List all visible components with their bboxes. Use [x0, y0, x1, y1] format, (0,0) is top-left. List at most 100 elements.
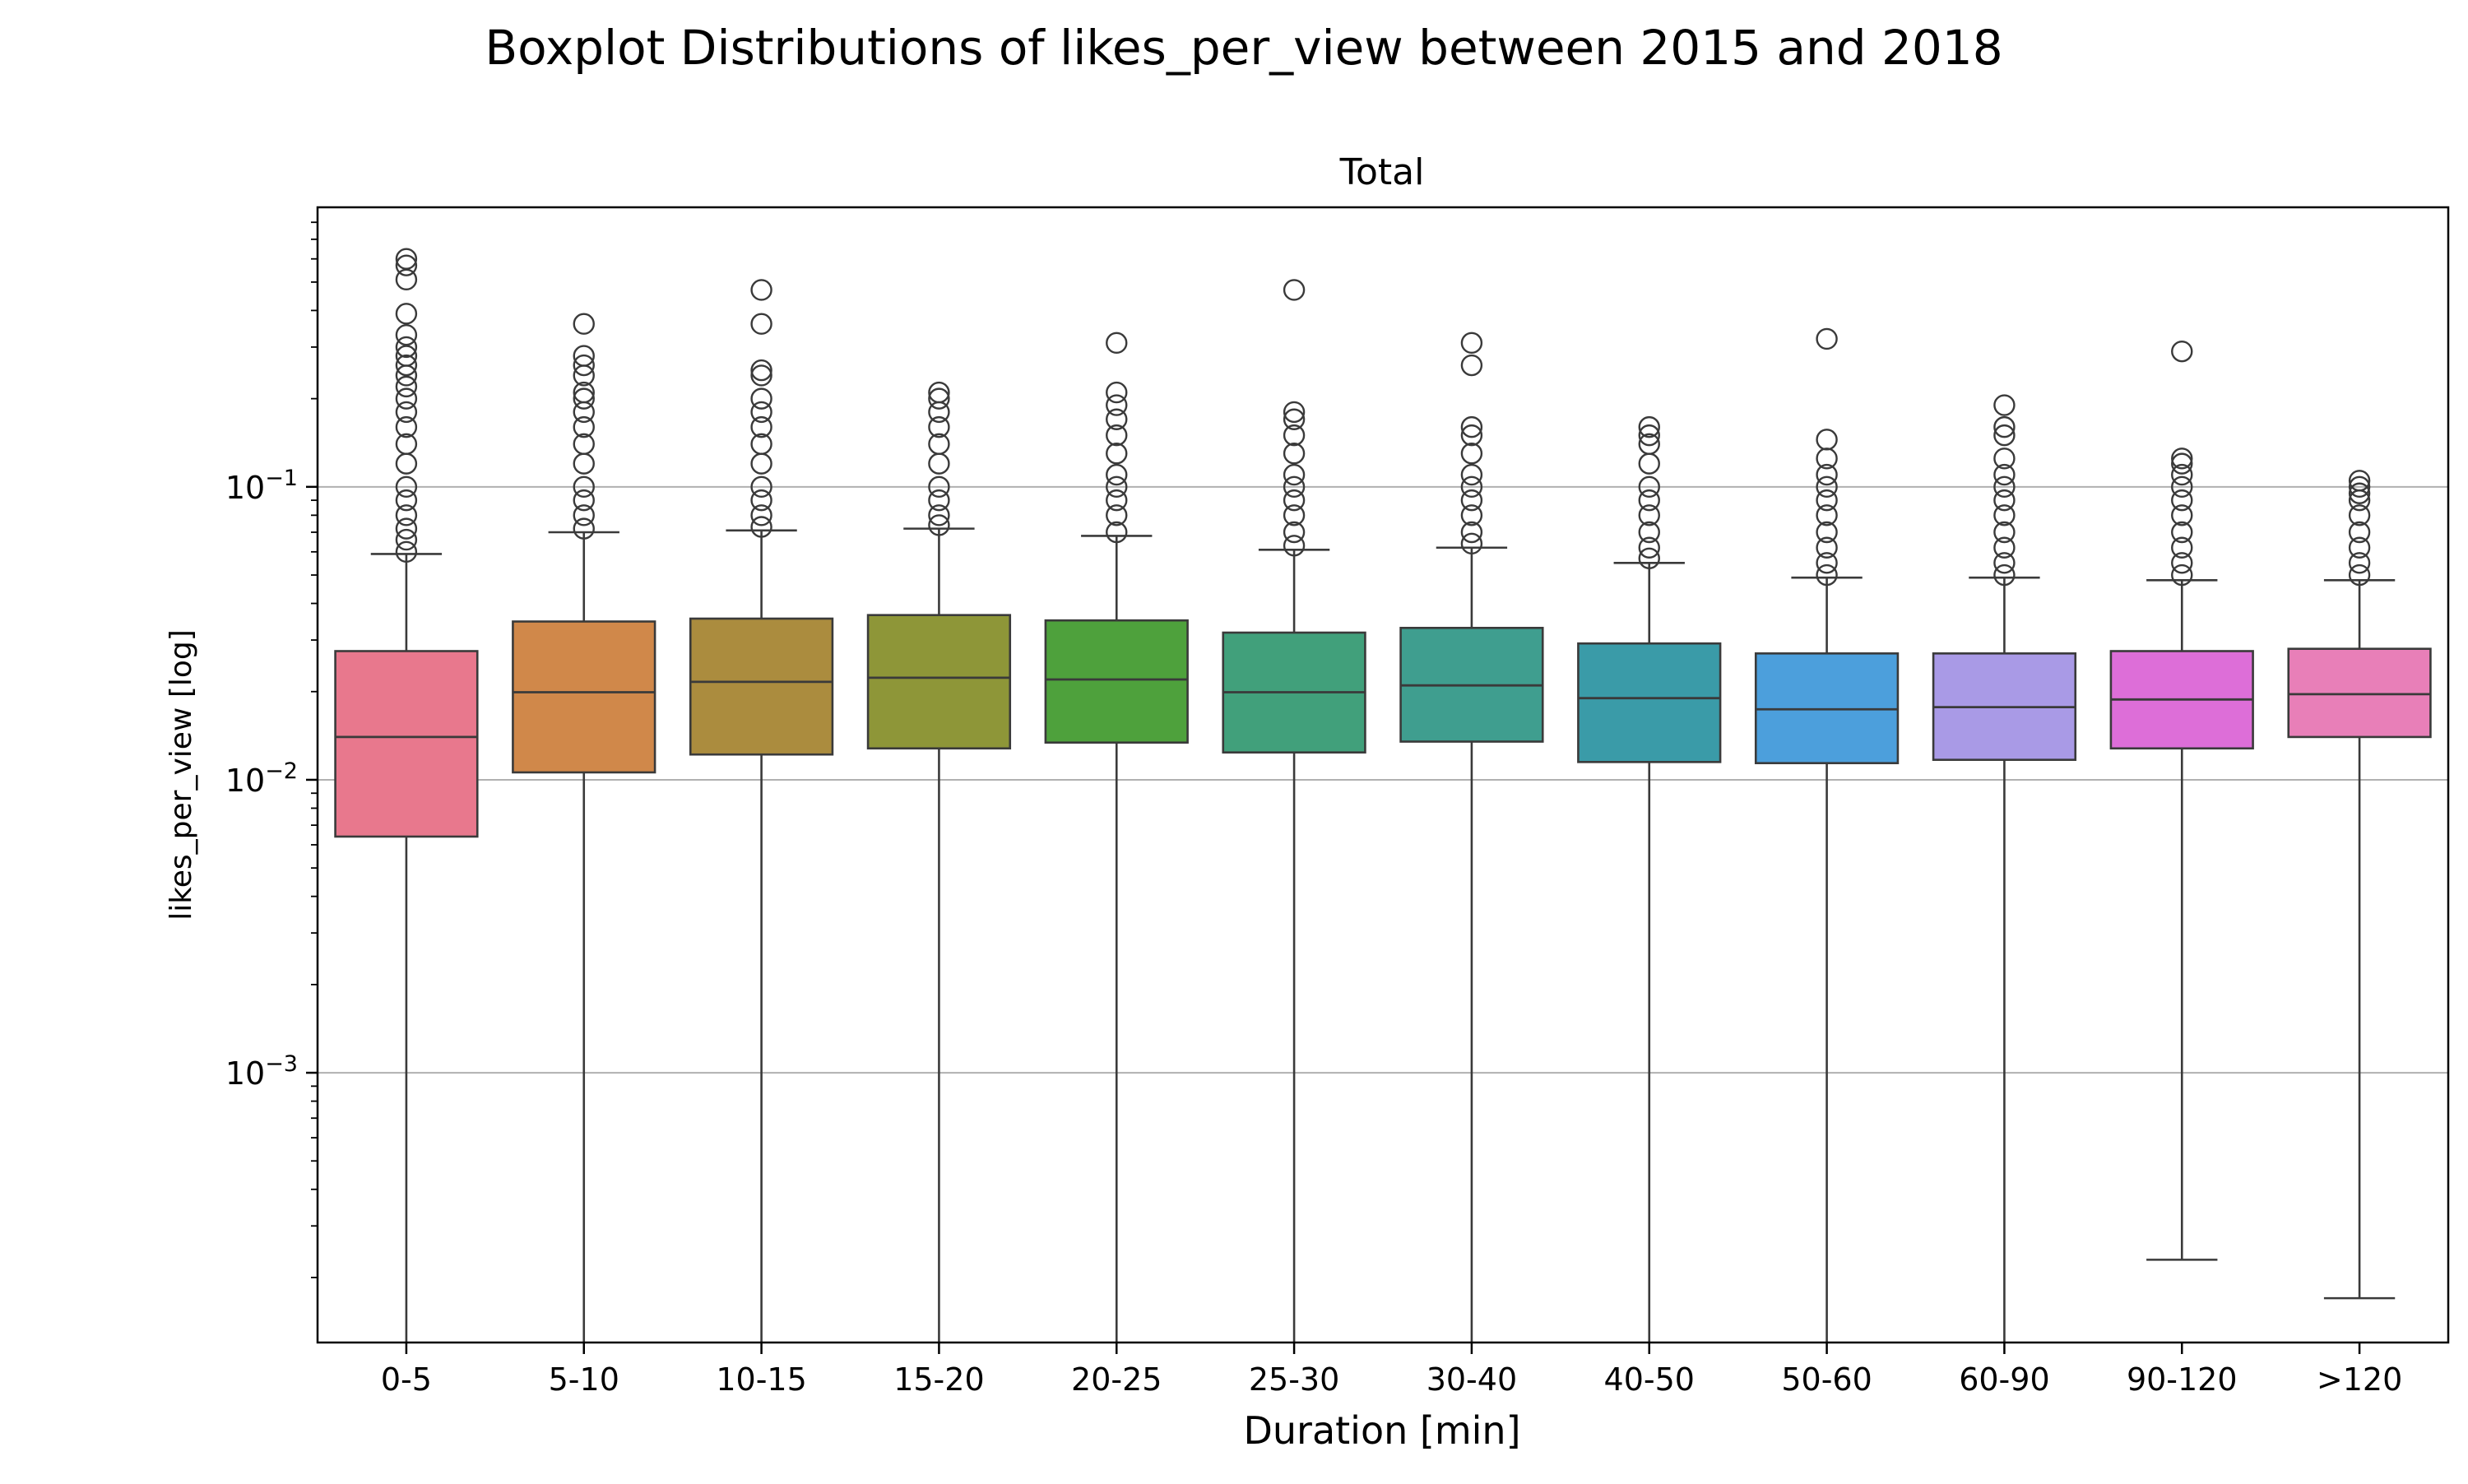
outlier-point	[2171, 563, 2193, 587]
outlier-point	[750, 313, 772, 335]
outlier-point	[395, 452, 418, 475]
whisker-layer	[370, 527, 2396, 1343]
outlier-point	[395, 540, 418, 563]
outlier-point	[2171, 504, 2193, 526]
outlier-point	[1283, 408, 1306, 430]
outlier-point	[1460, 415, 1483, 438]
x-tick-label: >120	[2317, 1361, 2402, 1398]
outlier-point	[1283, 443, 1306, 465]
outlier-point	[1460, 504, 1483, 526]
outlier-point	[1460, 424, 1483, 447]
grid-layer	[318, 485, 2448, 1074]
outlier-point	[2171, 463, 2193, 486]
box-0-5	[334, 650, 479, 838]
chart-title: Boxplot Distributions of likes_per_view …	[485, 20, 2002, 76]
outlier-point	[1993, 489, 2016, 512]
axis-layer: 10−3 10−2 10−1 0-5 5-10 10-15 15-20 20-25 25-30 3…	[225, 221, 2402, 1398]
outlier-point	[1460, 443, 1483, 465]
x-tick-label: 20-25	[1071, 1361, 1162, 1398]
outlier-point	[1638, 536, 1660, 559]
outlier-point	[1106, 381, 1128, 404]
outlier-point	[1460, 489, 1483, 512]
outlier-point	[573, 475, 595, 499]
outlier-point	[395, 268, 418, 291]
outlier-point	[928, 489, 950, 512]
outlier-point	[1106, 424, 1128, 447]
y-axis-label: likes_per_view [log]	[165, 629, 198, 921]
outlier-point	[928, 514, 950, 536]
outlier-point	[1106, 463, 1128, 486]
x-tick-label: 15-20	[893, 1361, 984, 1398]
outlier-point	[928, 475, 950, 499]
outlier-point	[2348, 482, 2371, 504]
outlier-point	[395, 323, 418, 346]
outlier-point	[1638, 452, 1660, 475]
flier-layer	[395, 248, 2371, 587]
y-tick-label: 10−1	[225, 466, 298, 506]
box-15-20	[866, 614, 1012, 750]
outlier-point	[2171, 475, 2193, 499]
outlier-point	[1460, 521, 1483, 544]
outlier-point	[573, 364, 595, 387]
outlier-point	[928, 504, 950, 526]
outlier-point	[395, 528, 418, 551]
outlier-point	[1283, 475, 1306, 499]
outlier-point	[395, 387, 418, 410]
outlier-point	[2171, 448, 2193, 470]
outlier-point	[395, 517, 418, 540]
x-tick-label: 25-30	[1249, 1361, 1339, 1398]
outlier-point	[1106, 408, 1128, 430]
outlier-point	[1106, 475, 1128, 499]
outlier-point	[1993, 563, 2016, 587]
outlier-point	[1283, 489, 1306, 512]
box-5-10	[512, 620, 656, 774]
outlier-point	[2348, 563, 2371, 587]
outlier-point	[2348, 489, 2371, 512]
outlier-point	[1460, 475, 1483, 499]
outlier-point	[2171, 552, 2193, 574]
outlier-point	[1638, 547, 1660, 569]
outlier-point	[1638, 415, 1660, 438]
outlier-point	[2348, 536, 2371, 559]
outlier-point	[1283, 401, 1306, 424]
outlier-point	[1283, 504, 1306, 526]
box-20-25	[1044, 619, 1189, 744]
outlier-point	[573, 504, 595, 526]
outlier-point	[1816, 489, 1838, 512]
outlier-point	[750, 359, 772, 382]
outlier-point	[1993, 504, 2016, 526]
outlier-point	[573, 489, 595, 512]
outlier-point	[1993, 463, 2016, 486]
outlier-point	[1638, 475, 1660, 499]
outlier-point	[1993, 415, 2016, 438]
plot-area-frame	[316, 206, 2450, 1344]
outlier-point	[1638, 424, 1660, 447]
x-tick-label: 90-120	[2127, 1361, 2238, 1398]
outlier-point	[1816, 475, 1838, 499]
outlier-point	[1816, 327, 1838, 350]
outlier-point	[2171, 452, 2193, 475]
outlier-point	[395, 504, 418, 526]
outlier-point	[1993, 475, 2016, 499]
outlier-point	[1816, 563, 1838, 587]
outlier-point	[1993, 521, 2016, 544]
box->120	[2287, 647, 2432, 739]
outlier-point	[750, 279, 772, 301]
outlier-point	[928, 387, 950, 410]
outlier-point	[1993, 394, 2016, 416]
outlier-point	[395, 364, 418, 387]
outlier-point	[750, 401, 772, 424]
outlier-point	[1106, 332, 1128, 355]
outlier-point	[1283, 463, 1306, 486]
outlier-point	[395, 354, 418, 377]
outlier-point	[573, 401, 595, 424]
x-tick-label: 30-40	[1427, 1361, 1517, 1398]
outlier-point	[1106, 489, 1128, 512]
box-10-15	[689, 617, 834, 756]
outlier-point	[1993, 552, 2016, 574]
outlier-point	[2348, 504, 2371, 526]
outlier-point	[750, 364, 772, 387]
y-tick-label: 10−3	[225, 1051, 298, 1092]
outlier-point	[1106, 443, 1128, 465]
